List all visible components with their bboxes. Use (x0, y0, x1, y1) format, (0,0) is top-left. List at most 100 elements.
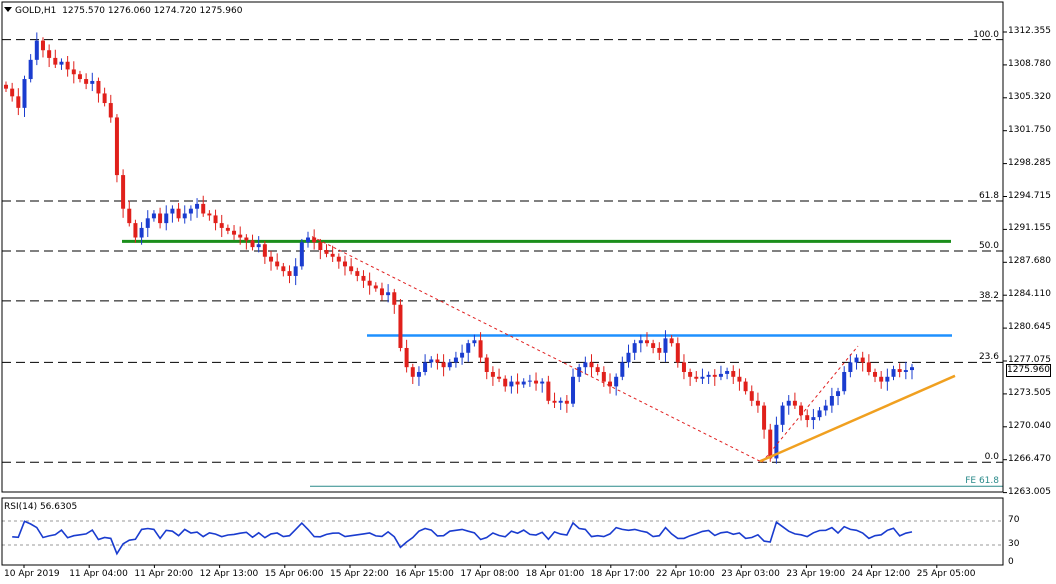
candle-body (330, 253, 335, 257)
candle-body (737, 376, 742, 382)
candle-body (158, 213, 163, 224)
candle-body (108, 103, 113, 118)
candlesticks (4, 32, 914, 464)
candle-body (755, 400, 760, 406)
candle-body (688, 371, 693, 377)
candle-body (336, 256, 341, 262)
candle-body (891, 369, 896, 377)
candle-body (675, 343, 680, 363)
fib-diagonal-line (311, 236, 763, 463)
candle-body (429, 359, 434, 363)
time-axis-label: 22 Apr 10:00 (656, 569, 715, 579)
candle-body (811, 417, 816, 421)
price-tick-label: 1280.645 (1008, 322, 1051, 333)
candle-body (262, 244, 267, 257)
candle-body (306, 237, 310, 243)
candle-body (213, 215, 218, 224)
time-axis-label: 23 Apr 03:00 (721, 569, 780, 579)
candle-body (515, 381, 520, 385)
candle-body (842, 371, 847, 392)
candle-body (219, 223, 224, 228)
dropdown-arrow-icon[interactable] (4, 7, 12, 12)
price-tick-label: 1284.110 (1008, 289, 1051, 300)
candle-body (269, 256, 274, 262)
candle-body (829, 395, 834, 406)
candle-body (509, 381, 514, 387)
candle-body (583, 362, 588, 368)
candle-body (182, 213, 187, 219)
candle-body (361, 275, 366, 281)
candle-body (281, 266, 286, 272)
candle-body (28, 59, 33, 80)
price-tick-label: 1266.470 (1008, 453, 1051, 464)
price-tick-label: 1308.780 (1008, 58, 1051, 69)
candle-body (77, 74, 82, 80)
candle-body (780, 405, 785, 425)
candle-body (743, 381, 748, 392)
candle-body (644, 340, 649, 344)
candle-body (799, 405, 804, 416)
candle-body (768, 429, 773, 459)
rsi-line (12, 520, 913, 556)
candle-body (299, 242, 304, 267)
price-tick-label: 1277.075 (1008, 355, 1051, 365)
price-tick-label: 1263.005 (1008, 486, 1051, 497)
candle-body (527, 380, 532, 382)
ohlc-readout: 1275.570 1276.060 1274.720 1275.960 (62, 6, 243, 16)
candle-body (392, 292, 397, 305)
candle-body (614, 376, 619, 387)
candle-body (114, 117, 119, 176)
price-tick-label: 1294.715 (1008, 190, 1051, 201)
candle-body (121, 175, 126, 209)
time-axis-label: 11 Apr 04:00 (69, 569, 128, 579)
candle-body (817, 410, 822, 418)
candle-body (102, 93, 107, 104)
candle-body (700, 376, 705, 379)
candle-body (324, 250, 329, 254)
candle-body (805, 415, 810, 421)
time-axis-label: 25 Apr 05:00 (916, 569, 976, 579)
candle-body (96, 80, 101, 94)
time-axis-label: 15 Apr 06:00 (264, 569, 324, 579)
candle-body (127, 208, 132, 224)
time-axis-label: 10 Apr 2019 (4, 569, 60, 579)
time-axis-label: 24 Apr 12:00 (851, 569, 911, 579)
price-panel-border (1, 1, 1004, 493)
horizontal-levels (122, 239, 952, 337)
candle-body (564, 400, 569, 404)
time-axis-label: 15 Apr 22:00 (330, 569, 389, 579)
price-tick-label: 1305.320 (1008, 91, 1051, 102)
time-axis-label: 23 Apr 19:00 (786, 569, 846, 579)
candle-body (490, 371, 495, 377)
candle-body (571, 376, 576, 404)
time-axis-label: 16 Apr 15:00 (395, 569, 454, 579)
candle-body (53, 57, 58, 65)
candle-body (312, 237, 317, 243)
candle-body (275, 261, 280, 267)
candle-body (860, 357, 865, 363)
rising-trendline (759, 374, 956, 463)
candle-body (669, 338, 674, 344)
candle-body (725, 371, 730, 374)
candle-body (441, 362, 446, 368)
candle-body (225, 227, 230, 231)
candle-body (540, 381, 545, 384)
candle-body (848, 362, 853, 372)
candle-body (349, 266, 354, 272)
candle-body (897, 369, 902, 372)
candle-body (472, 340, 477, 344)
candle-body (552, 400, 557, 403)
candle-body (595, 367, 600, 372)
time-axis-label: 12 Apr 13:00 (199, 569, 259, 579)
candle-body (774, 424, 779, 459)
candle-body (836, 391, 841, 396)
candle-body (731, 371, 736, 377)
candle-body (238, 234, 243, 238)
candle-body (256, 244, 261, 248)
time-axis-label: 11 Apr 20:00 (134, 569, 194, 579)
price-tick-label: 1270.040 (1008, 420, 1051, 431)
current-price-label: 1275.960 (1006, 364, 1051, 377)
candle-body (478, 340, 483, 358)
candle-body (201, 203, 206, 214)
